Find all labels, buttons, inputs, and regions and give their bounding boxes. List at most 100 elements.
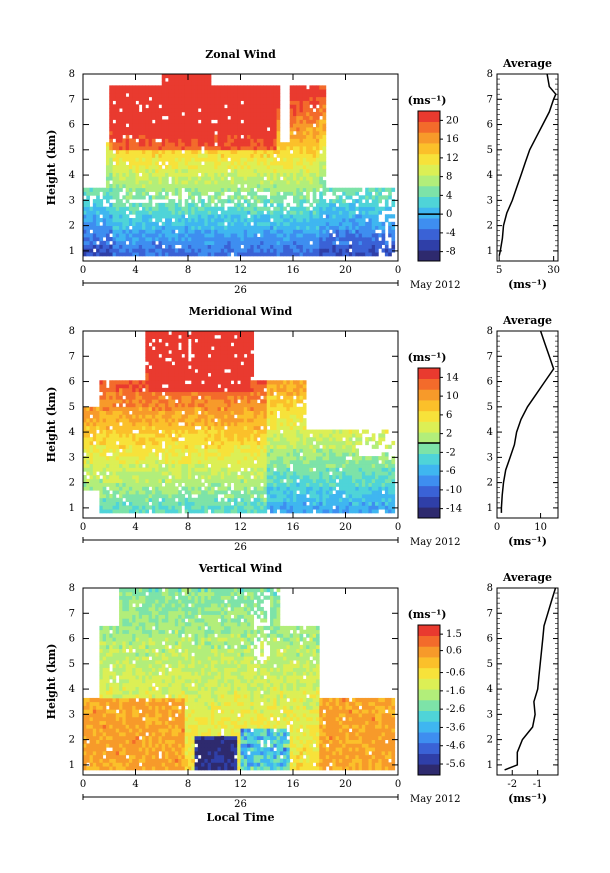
heatmap-cell [125, 225, 130, 230]
heatmap-cell [250, 119, 255, 124]
heatmap-cell [296, 89, 300, 94]
heatmap-cell [135, 493, 140, 499]
heatmap-cell [96, 486, 100, 491]
heatmap-cell [115, 146, 120, 151]
heatmap-cell [233, 161, 238, 166]
heatmap-cell [270, 168, 274, 173]
heatmap-cell [151, 478, 156, 484]
heatmap-cell [128, 96, 133, 101]
heatmap-cell [214, 414, 218, 419]
heatmap-cell [109, 395, 113, 400]
heatmap-cell [188, 100, 192, 105]
heatmap-cell [161, 493, 166, 499]
avg-x-tick-label: 30 [547, 265, 560, 276]
heatmap-cell [207, 395, 212, 400]
heatmap-cell [119, 210, 123, 215]
heatmap-cell [237, 199, 241, 204]
heatmap-cell [181, 210, 186, 215]
heatmap-cell [142, 123, 146, 128]
heatmap-cell [220, 85, 225, 90]
heatmap-cell [109, 168, 113, 173]
heatmap-cell [233, 191, 238, 196]
heatmap-cell [237, 127, 241, 132]
heatmap-cell [378, 244, 382, 249]
heatmap-cell [210, 406, 215, 412]
heatmap-cell [105, 195, 110, 200]
heatmap-cell [296, 233, 300, 238]
heatmap-cell [151, 349, 156, 355]
heatmap-cell [191, 130, 195, 136]
heatmap-cell [158, 187, 163, 192]
heatmap-cell [266, 153, 271, 158]
heatmap-cell [171, 214, 176, 219]
heatmap-cell [174, 380, 179, 385]
heatmap-cell [237, 96, 241, 101]
heatmap-cell [178, 459, 182, 465]
heatmap-cell [165, 240, 169, 245]
heatmap-cell [191, 346, 195, 351]
heatmap-cell [253, 191, 258, 196]
heatmap-cell [194, 456, 199, 461]
heatmap-cell [148, 372, 153, 377]
heatmap-cell [210, 437, 215, 442]
heatmap-cell [161, 353, 166, 358]
heatmap-cell [96, 478, 100, 484]
heatmap-cell [204, 406, 209, 412]
heatmap-cell [168, 456, 172, 461]
heatmap-cell [138, 138, 143, 143]
heatmap-cell [204, 349, 209, 355]
heatmap-cell [201, 395, 205, 400]
heatmap-cell [355, 187, 360, 192]
heatmap-cell [138, 421, 143, 427]
heatmap-cell [266, 236, 271, 242]
heatmap-cell [161, 334, 166, 339]
heatmap-cell [135, 240, 140, 245]
heatmap-cell [315, 100, 320, 105]
heatmap-cell [125, 421, 130, 427]
heatmap-cell [89, 210, 94, 215]
heatmap-cell [138, 418, 143, 423]
heatmap-cell [358, 210, 363, 215]
heatmap-cell [253, 119, 258, 124]
heatmap-cell [191, 444, 195, 449]
heatmap-cell [181, 478, 186, 484]
heatmap-cell [384, 187, 389, 192]
heatmap-cell [256, 168, 261, 173]
heatmap-cell [145, 475, 150, 480]
heatmap-cell [184, 206, 189, 211]
heatmap-cell [312, 180, 317, 185]
heatmap-cell [86, 440, 90, 446]
heatmap-cell [217, 425, 222, 430]
heatmap-cell [207, 214, 212, 219]
heatmap-cell [145, 418, 150, 423]
heatmap-cell [197, 353, 202, 358]
heatmap-cell [145, 493, 150, 499]
heatmap-cell [266, 138, 271, 143]
heatmap-cell [102, 452, 107, 457]
heatmap-cell [171, 346, 176, 351]
heatmap-cell [204, 191, 209, 196]
heatmap-cell [155, 183, 159, 189]
heatmap-cell [378, 191, 382, 196]
heatmap-cell [188, 452, 192, 457]
heatmap-cell [188, 202, 192, 208]
heatmap-cell [270, 164, 274, 170]
heatmap-cell [158, 127, 163, 132]
heatmap-cell [276, 164, 281, 170]
heatmap-cell [207, 387, 212, 393]
heatmap-cell [233, 195, 238, 200]
heatmap-cell [210, 96, 215, 101]
heatmap-cell [312, 191, 317, 196]
heatmap-cell [83, 440, 87, 446]
heatmap-cell [119, 164, 123, 170]
heatmap-cell [191, 111, 195, 117]
heatmap-cell [338, 199, 343, 204]
heatmap-cell [214, 391, 218, 396]
heatmap-cell [220, 161, 225, 166]
heatmap-cell [109, 176, 113, 181]
heatmap-cell [161, 89, 166, 94]
heatmap-cell [315, 206, 320, 211]
heatmap-cell [378, 225, 382, 230]
heatmap-cell [115, 425, 120, 430]
heatmap-cell [237, 161, 241, 166]
